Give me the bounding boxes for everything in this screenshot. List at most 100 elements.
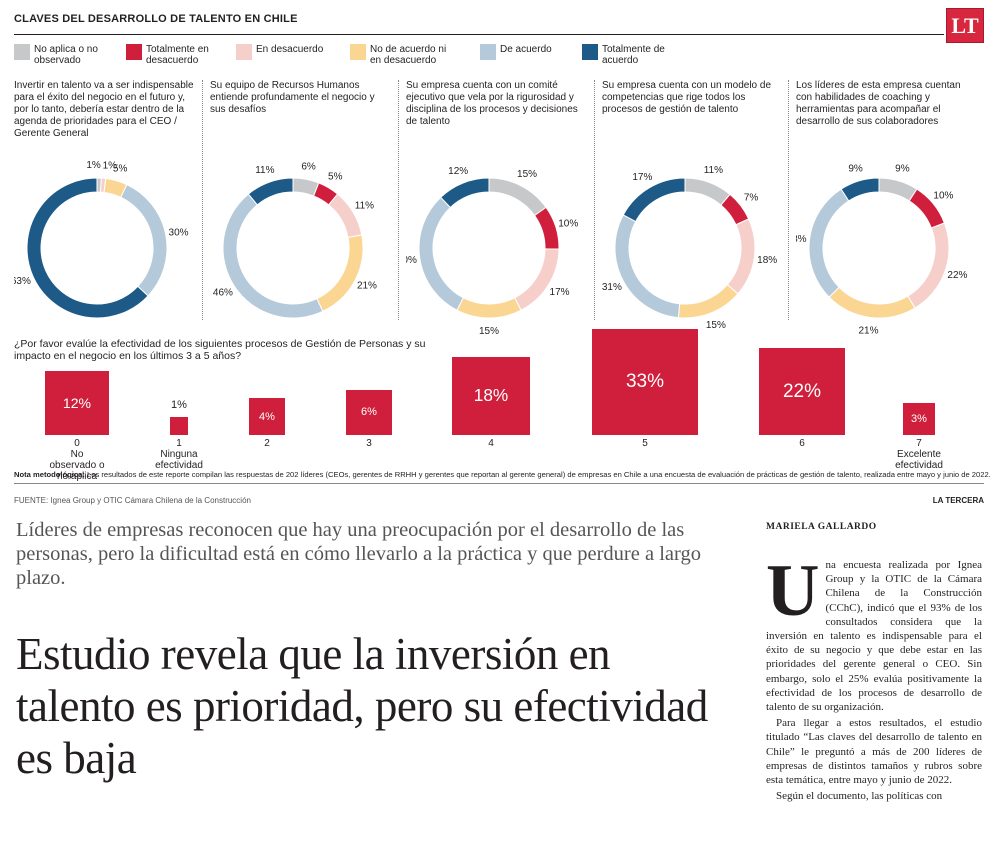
slice-label: 63% (14, 276, 31, 287)
slice-label: 15% (706, 320, 726, 331)
category-label: 4 (446, 438, 536, 449)
value-label: 3% (911, 413, 927, 425)
paragraph-1: na encuesta realizada por Ignea Group y … (766, 559, 982, 714)
slice-label: 11% (355, 201, 374, 212)
legend-swatch (582, 44, 598, 60)
slice-label: 21% (357, 281, 377, 292)
chart-question: Su empresa cuenta con un modelo de compe… (602, 80, 771, 115)
category-label: 1 Ninguna efectividad (134, 438, 224, 471)
value-box: 6% (346, 389, 392, 435)
legend-item: De acuerdo (480, 44, 578, 60)
legend-swatch (236, 44, 252, 60)
note-label: Nota metodológica: (14, 470, 85, 479)
donut-slice (439, 177, 490, 209)
donut-slice (488, 177, 547, 217)
slice-label: 11% (255, 165, 274, 176)
legend-swatch (14, 44, 30, 60)
value-box: 12% (45, 371, 109, 435)
slice-label: 30% (406, 255, 417, 266)
note-text: Los resultados de este reporte compilan … (84, 470, 991, 479)
category-number: 1 (176, 438, 182, 449)
donut-slice (907, 222, 950, 309)
category-number: 7 (916, 438, 922, 449)
category-label: 6 (757, 438, 847, 449)
divider (14, 483, 984, 484)
donut-slice (684, 177, 731, 206)
slice-label: 10% (933, 191, 953, 202)
header-rule (14, 34, 944, 35)
value-label: 12% (62, 395, 92, 412)
donut-slice (247, 177, 294, 206)
drop-cap: U (766, 550, 820, 632)
value-label: 6% (361, 406, 377, 419)
column-separator (594, 80, 596, 320)
value-label: 18% (473, 385, 509, 406)
slice-label: 28% (796, 234, 807, 245)
slice-label: 15% (479, 326, 499, 337)
donut-svg: 15% 10% 17% 15% 30% 12% (406, 166, 578, 337)
legend-label: De acuerdo (500, 44, 552, 55)
column-separator (788, 80, 790, 320)
legend-label: Totalmente de acuerdo (602, 44, 665, 66)
legend-item: En desacuerdo (236, 44, 334, 60)
category-note: Ninguna efectividad (155, 449, 203, 471)
category-number: 2 (264, 438, 270, 449)
value-box: 33% (592, 329, 698, 435)
donut-svg: 6% 5% 11% 21% 46% 11% (213, 161, 377, 319)
donut-svg: 1%1%5%30%63% (14, 160, 189, 319)
donut-chart: Su empresa cuenta con un modelo de compe… (602, 80, 782, 340)
legend-item: Totalmente de acuerdo (582, 44, 680, 66)
slice-label: 17% (550, 287, 570, 298)
value-label: 22% (782, 380, 821, 402)
legend-label: No aplica o no observado (34, 44, 98, 66)
donut-slice (26, 177, 149, 319)
slice-label: 7% (744, 193, 759, 204)
value-label: 33% (625, 371, 665, 392)
slice-label: 17% (632, 172, 652, 183)
legend-label: En desacuerdo (256, 44, 324, 55)
slice-label: 1% (86, 160, 101, 171)
graphic-title: CLAVES DEL DESARROLLO DE TALENTO EN CHIL… (14, 13, 298, 25)
donut-slice (120, 183, 168, 297)
slice-label: 15% (517, 169, 537, 180)
donut-svg: 11% 7% 18% 15% 31% 17% (602, 165, 777, 331)
donut-slice (828, 286, 916, 319)
legend-swatch (126, 44, 142, 60)
donut-slice (808, 188, 850, 298)
legend-label: Totalmente en desacuerdo (146, 44, 209, 66)
article-lead: Líderes de empresas reconocen que hay un… (16, 519, 701, 589)
donut-slice (622, 177, 686, 223)
graphic-header: CLAVES DEL DESARROLLO DE TALENTO EN CHIL… (14, 10, 984, 35)
category-note: Excelente efectividad (895, 449, 943, 471)
donut-slice (840, 177, 880, 202)
donut-chart: Invertir en talento va a ser indispensab… (14, 80, 194, 340)
chart-question: Su empresa cuenta con un comité ejecutiv… (406, 80, 578, 127)
methodology-note: Nota metodológica: Los resultados de est… (14, 470, 994, 479)
category-number: 0 (74, 438, 80, 449)
bar-question: ¿Por favor evalúe la efectividad de los … (14, 338, 426, 362)
donut-slice (316, 234, 364, 313)
paragraph-3: Según el documento, las políticas con (776, 790, 943, 803)
slice-label: 9% (895, 163, 910, 174)
article-body: U na encuesta realizada por Ignea Group … (766, 550, 982, 803)
donut-slice (677, 283, 739, 319)
source: FUENTE: Ignea Group y OTIC Cámara Chilen… (14, 496, 251, 505)
category-label: 0 No observado o no aplica (32, 438, 122, 482)
donut-chart: Los líderes de esta empresa cuentan con … (796, 80, 976, 340)
column-separator (202, 80, 204, 320)
chart-question: Invertir en talento va a ser indispensab… (14, 80, 194, 139)
slice-label: 10% (558, 218, 578, 229)
donut-slice (418, 196, 465, 311)
column-separator (398, 80, 400, 320)
slice-label: 5% (113, 163, 128, 174)
slice-label: 18% (757, 255, 777, 266)
category-number: 4 (488, 438, 494, 449)
donut-slice (533, 206, 560, 250)
slice-label: 12% (448, 166, 468, 177)
legend-label: No de acuerdo ni en desacuerdo (370, 44, 447, 66)
legend: No aplica o no observado Totalmente en de… (14, 44, 774, 72)
category-number: 3 (366, 438, 372, 449)
value-box: 22% (758, 348, 846, 435)
value-box: 4% (248, 398, 286, 435)
donut-chart: Su equipo de Recursos Humanos entiende p… (210, 80, 390, 340)
